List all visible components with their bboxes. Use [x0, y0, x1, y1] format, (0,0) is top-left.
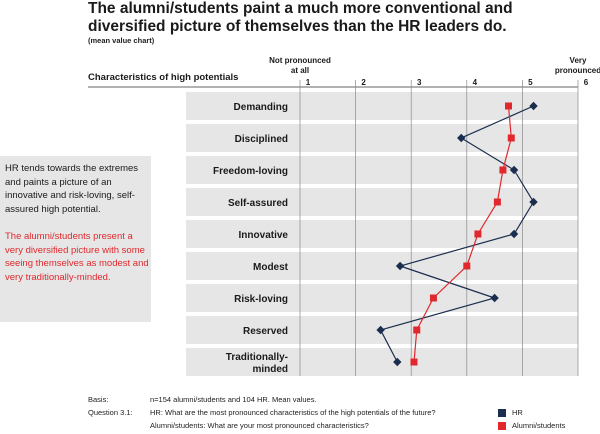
hr-data-point [490, 293, 499, 303]
legend-item-alumni: Alumni/students [498, 421, 565, 430]
alumni-data-point [505, 102, 512, 110]
hr-data-point [395, 261, 405, 271]
category-header: Characteristics of high potentials [88, 72, 239, 83]
tick-label: 2 [361, 78, 366, 87]
alumni-data-point [429, 294, 437, 302]
category-label: Freedom-loving [213, 166, 288, 177]
legend-hr-label: HR [512, 408, 523, 417]
hr-data-point [529, 101, 538, 111]
category-label: Disciplined [235, 134, 288, 145]
category-band [186, 284, 578, 312]
alumni-data-point [410, 358, 418, 366]
question-label: Question 3.1: [88, 408, 133, 417]
category-band [186, 252, 578, 280]
category-band [186, 348, 578, 376]
alumni-data-point [474, 230, 482, 238]
hr-data-point [529, 197, 538, 207]
tick-label: 5 [528, 78, 533, 87]
category-label: Reserved [243, 326, 288, 337]
alumni-data-point [413, 326, 421, 334]
alumni-data-point [507, 134, 515, 142]
category-label: Demanding [234, 102, 288, 113]
question-alumni: Alumni/students: What are your most pron… [150, 421, 369, 430]
category-label: Traditionally- [226, 352, 288, 363]
legend-item-hr: HR [498, 408, 523, 417]
hr-data-point [457, 133, 466, 143]
alumni-data-point [499, 166, 507, 174]
chart-subtitle: (mean value chart) [88, 36, 155, 45]
category-label: Modest [253, 262, 289, 273]
category-label: Risk-loving [234, 294, 288, 305]
question-hr: HR: What are the most pronounced charact… [150, 408, 436, 417]
category-label: Innovative [239, 230, 289, 241]
category-label: minded [252, 364, 288, 375]
hr-data-point [509, 229, 519, 239]
alumni-swatch [498, 421, 506, 430]
alumni-data-point [493, 198, 501, 206]
alumni-data-point [463, 262, 471, 270]
category-label: Self-assured [228, 198, 288, 209]
hr-data-point [393, 357, 402, 367]
tick-label: 4 [473, 78, 478, 87]
hr-data-point [376, 325, 385, 335]
legend-alumni-label: Alumni/students [512, 421, 566, 430]
scale-low-label: Not pronounced [269, 56, 331, 65]
hr-swatch [498, 408, 506, 417]
scale-high-label: pronounced [555, 66, 600, 75]
side-note-box [0, 156, 151, 322]
hr-note: HR tends towards the extremes and paints… [5, 163, 139, 215]
scale-high-label: Very [570, 56, 587, 65]
scale-low-label: at all [291, 66, 309, 75]
chart-title: The alumni/students paint a much more co… [88, 0, 513, 35]
tick-label: 6 [584, 78, 589, 87]
category-band [186, 188, 578, 216]
alumni-note: The alumni/students present a very diver… [5, 231, 149, 283]
hr-data-point [509, 165, 519, 175]
tick-label: 3 [417, 78, 422, 87]
tick-label: 1 [306, 78, 311, 87]
basis-label: Basis: [88, 395, 109, 404]
basis-text: n=154 alumni/students and 104 HR. Mean v… [150, 395, 317, 404]
